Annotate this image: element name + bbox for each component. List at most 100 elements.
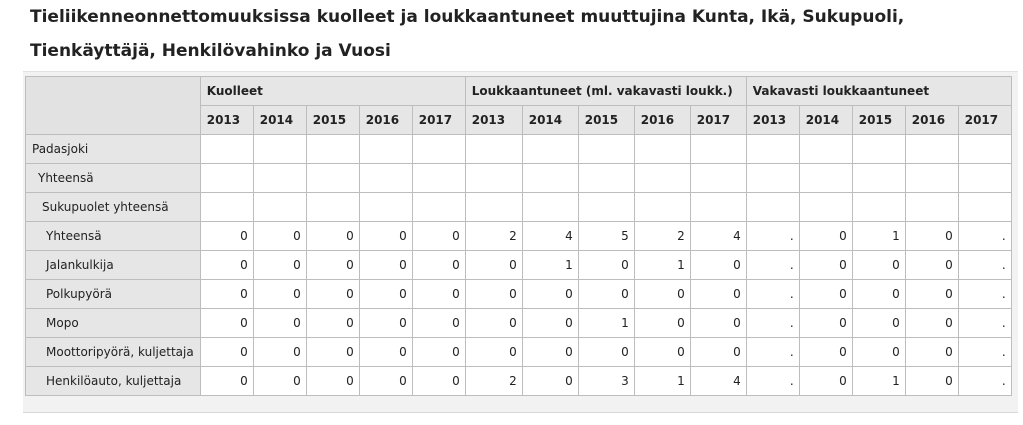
table-cell: [252, 163, 307, 193]
year-header: 2015: [851, 105, 906, 135]
table-cell: 0: [252, 337, 307, 367]
year-header: 2015: [577, 105, 635, 135]
table-cell: [633, 134, 691, 164]
table-cell: 0: [358, 366, 413, 396]
table-cell: 0: [851, 308, 906, 338]
table-cell: [633, 192, 691, 222]
table-cell: [411, 192, 466, 222]
table-cell: 0: [798, 337, 853, 367]
table-cell: 2: [633, 221, 691, 251]
table-cell: [199, 134, 254, 164]
table-cell: 0: [305, 221, 360, 251]
table-cell: [904, 192, 959, 222]
table-cell: 0: [464, 337, 523, 367]
table-row: Padasjoki: [25, 134, 1012, 164]
page-title: Tieliikenneonnettomuuksissa kuolleet ja …: [30, 7, 905, 61]
table-cell: .: [745, 366, 800, 396]
table-cell: 0: [577, 250, 635, 280]
table-cell: 0: [305, 337, 360, 367]
table-cell: 5: [577, 221, 635, 251]
table-cell: [957, 134, 1012, 164]
table-cell: 0: [521, 308, 579, 338]
table-cell: [904, 163, 959, 193]
table-cell: [577, 163, 635, 193]
table-cell: [411, 163, 466, 193]
table-cell: 0: [199, 279, 254, 309]
table-row: Yhteensä: [25, 163, 1012, 193]
table-cell: [358, 192, 413, 222]
year-header: 2016: [358, 105, 413, 135]
table-cell: 0: [252, 366, 307, 396]
table-cell: [851, 134, 906, 164]
table-cell: [851, 163, 906, 193]
table-cell: 0: [411, 308, 466, 338]
table-cell: 0: [904, 221, 959, 251]
table-cell: [798, 192, 853, 222]
table-cell: 0: [358, 337, 413, 367]
table-cell: 0: [199, 250, 254, 280]
table-row: Sukupuolet yhteensä: [25, 192, 1012, 222]
table-cell: [199, 163, 254, 193]
table-cell: 0: [689, 250, 747, 280]
table-cell: 0: [199, 366, 254, 396]
table-cell: 2: [464, 221, 523, 251]
table-cell: .: [957, 250, 1012, 280]
year-header: 2017: [957, 105, 1012, 135]
table-cell: 0: [577, 279, 635, 309]
table-row: Mopo 0 0 0 0 0 0 0 1 0 0. 0 0 0.: [25, 308, 1012, 338]
table-cell: .: [745, 308, 800, 338]
table-cell: 0: [851, 250, 906, 280]
year-header: 2013: [745, 105, 800, 135]
table-cell: [957, 192, 1012, 222]
table-cell: .: [957, 221, 1012, 251]
year-header: 2017: [689, 105, 747, 135]
table-cell: [252, 192, 307, 222]
table-cell: 0: [798, 221, 853, 251]
table-cell: [798, 163, 853, 193]
table-row: Henkilöauto, kuljettaja 0 0 0 0 0 2 0 3 1 4. 0 1 0.: [25, 366, 1012, 396]
table-cell: 0: [521, 279, 579, 309]
year-header: 2016: [904, 105, 959, 135]
year-header: 2014: [798, 105, 853, 135]
table-cell: [851, 192, 906, 222]
table-cell: [633, 163, 691, 193]
table-cell: 0: [904, 308, 959, 338]
table-cell: 0: [358, 250, 413, 280]
table-cell: .: [957, 308, 1012, 338]
row-label: Polkupyörä: [25, 279, 201, 309]
table-cell: 0: [305, 279, 360, 309]
table-cell: 0: [633, 308, 691, 338]
table-cell: [745, 163, 800, 193]
table-cell: [577, 134, 635, 164]
table-cell: 0: [633, 337, 691, 367]
table-cell: 0: [798, 279, 853, 309]
table-row: Polkupyörä 0 0 0 0 0 0 0 0 0 0. 0 0 0.: [25, 279, 1012, 309]
year-header: 2013: [464, 105, 523, 135]
table-cell: 0: [904, 250, 959, 280]
table-corner-cell: [25, 76, 201, 135]
table-cell: 0: [411, 279, 466, 309]
table-cell: [957, 163, 1012, 193]
table-cell: 0: [252, 250, 307, 280]
table-cell: 0: [904, 337, 959, 367]
table-cell: .: [745, 250, 800, 280]
table-cell: 0: [464, 308, 523, 338]
group-header: Kuolleet: [199, 76, 466, 106]
table-year-header-row: 2013 2014 2015 2016 2017 2013 2014 2015 2016 2017…: [26, 105, 1012, 135]
table-cell: 4: [521, 221, 579, 251]
table-cell: [689, 134, 747, 164]
table-cell: 0: [464, 279, 523, 309]
table-cell: 0: [798, 308, 853, 338]
table-cell: [358, 134, 413, 164]
group-header: Vakavasti loukkaantuneet: [745, 76, 1012, 106]
table-cell: 0: [904, 279, 959, 309]
table-cell: [252, 134, 307, 164]
table-cell: [904, 134, 959, 164]
table-cell: [577, 192, 635, 222]
statistics-table: Kuolleet Loukkaantuneet (ml. vakavasti lo…: [25, 76, 1012, 396]
row-label: Sukupuolet yhteensä: [25, 192, 201, 222]
row-label: Jalankulkija: [25, 250, 201, 280]
table-cell: [464, 163, 523, 193]
table-cell: [745, 134, 800, 164]
group-header: Loukkaantuneet (ml. vakavasti loukk.): [464, 76, 747, 106]
